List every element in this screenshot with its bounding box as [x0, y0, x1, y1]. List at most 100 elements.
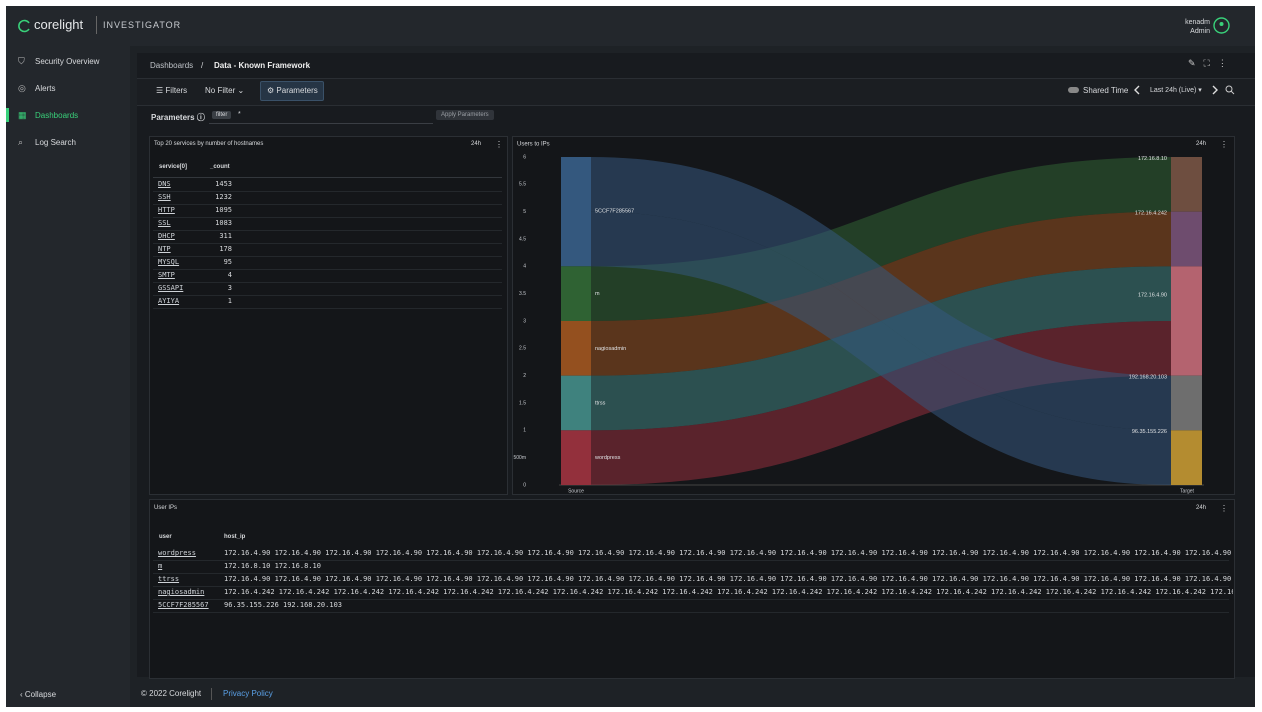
- nav-item[interactable]: Log Search: [35, 138, 76, 147]
- service-name[interactable]: SSL: [158, 219, 171, 227]
- zoom[interactable]: [1225, 85, 1235, 95]
- service-name[interactable]: SMTP: [158, 271, 175, 279]
- sankey-node: [561, 321, 591, 376]
- param-chip: filter: [212, 111, 232, 119]
- column-header: _count: [210, 164, 230, 170]
- app: corelight INVESTIGATOR kenadm Admin ‹ Col…: [6, 6, 1255, 707]
- services-menu[interactable]: ⋮: [495, 140, 503, 149]
- row-rule: [153, 191, 502, 192]
- ips-range: 24h: [1196, 505, 1207, 511]
- row-rule: [153, 308, 502, 309]
- sankey-node: [1171, 157, 1202, 212]
- ips-title: User IPs: [154, 505, 178, 511]
- row-rule: [153, 586, 1229, 587]
- y-tick-label: 3.5: [519, 291, 526, 297]
- user-info[interactable]: kenadm Admin: [1176, 18, 1210, 36]
- service-name[interactable]: GSSAPI: [158, 284, 184, 292]
- collapse-label: Collapse: [24, 690, 57, 699]
- source-label: wordpress: [594, 455, 621, 461]
- service-name[interactable]: SSH: [158, 193, 171, 201]
- next-time[interactable]: [1210, 84, 1220, 96]
- logo-icon: [18, 19, 30, 33]
- prev-time[interactable]: [1132, 84, 1142, 96]
- parameters-button-text: ⚙ Parameters: [267, 86, 318, 95]
- host-ips: 172.16.4.242 172.16.4.242 172.16.4.242 1…: [224, 588, 1233, 596]
- dashboard-actions[interactable]: ✎⛶⋮: [1188, 58, 1235, 68]
- services-title: Top 20 services by number of hostnames: [154, 141, 264, 147]
- avatar[interactable]: [1213, 17, 1230, 34]
- user-name[interactable]: m: [158, 562, 163, 570]
- service-name[interactable]: NTP: [158, 245, 171, 253]
- time-range[interactable]: Last 24h (Live) ▾: [1150, 87, 1202, 94]
- param-value: *: [238, 111, 241, 118]
- row-rule: [153, 295, 502, 296]
- params-input[interactable]: [209, 109, 433, 124]
- y-tick-label: 2.5: [519, 346, 526, 352]
- sankey-menu[interactable]: ⋮: [1220, 140, 1228, 149]
- service-name[interactable]: DNS: [158, 180, 171, 188]
- sankey-node: [1171, 266, 1202, 376]
- service-count: 1: [227, 297, 232, 305]
- copyright: © 2022 Corelight: [141, 689, 202, 698]
- sankey-node: [1171, 430, 1202, 485]
- brand: corelight: [34, 17, 84, 32]
- y-tick-label: 5: [523, 209, 526, 215]
- services-range: 24h: [471, 141, 482, 147]
- sidebar: [6, 46, 130, 707]
- parameters-button[interactable]: [260, 81, 324, 101]
- collapse[interactable]: ‹ Collapse: [20, 690, 57, 699]
- nav-item[interactable]: Dashboards: [35, 111, 79, 120]
- user-role: Admin: [1190, 28, 1210, 35]
- filter-select[interactable]: No Filter ⌄: [205, 86, 245, 95]
- user-name[interactable]: ttrss: [158, 575, 180, 583]
- shared-time-toggle[interactable]: [1068, 87, 1079, 93]
- service-name[interactable]: DHCP: [158, 232, 175, 240]
- nav-icon: ▦: [18, 110, 27, 120]
- ips-table: user host_ip wordpress 172.16.4.90 172.16.4…: [149, 499, 1233, 677]
- ips-menu[interactable]: ⋮: [1220, 504, 1228, 513]
- target-label: 172.16.4.242: [1135, 210, 1167, 216]
- sankey-node: [1171, 211, 1202, 267]
- sankey-range: 24h: [1196, 141, 1207, 147]
- y-tick-label: 4.5: [519, 236, 526, 242]
- top-bar: [6, 6, 1255, 46]
- ips-panel: [149, 499, 1235, 679]
- y-tick-label: 0: [523, 482, 526, 488]
- product: INVESTIGATOR: [103, 20, 182, 30]
- nav-item[interactable]: Alerts: [35, 84, 56, 93]
- row-rule: [153, 243, 502, 244]
- user-name[interactable]: nagiosadmin: [158, 588, 205, 596]
- service-name[interactable]: AYIYA: [158, 297, 180, 305]
- target-label: 172.16.4.90: [1138, 292, 1167, 298]
- sankey-node: [561, 430, 591, 485]
- source-label: nagiosadmin: [595, 346, 626, 352]
- sankey-node: [1171, 375, 1202, 431]
- row-rule: [153, 230, 502, 231]
- row-rule: [153, 204, 502, 205]
- nav-item[interactable]: Security Overview: [35, 57, 100, 66]
- sankey-link: [591, 157, 1171, 431]
- privacy-link[interactable]: Privacy Policy: [223, 689, 273, 698]
- column-header: host_ip: [224, 534, 246, 540]
- y-tick-label: 1.5: [519, 400, 526, 406]
- service-name[interactable]: HTTP: [158, 206, 175, 214]
- shared-time: Shared Time: [1083, 86, 1129, 95]
- apply-parameters[interactable]: Apply Parameters: [436, 110, 494, 120]
- nav-icon: ⛉: [18, 56, 25, 66]
- y-tick-label: 1: [523, 428, 526, 434]
- active-indicator: [6, 108, 9, 122]
- service-count: 178: [219, 245, 232, 253]
- host-ips: 172.16.4.90 172.16.4.90 172.16.4.90 172.…: [224, 575, 1233, 583]
- breadcrumb-parent[interactable]: Dashboards: [150, 61, 194, 70]
- source-label: ttrss: [595, 400, 606, 406]
- params-label: Parameters ⓘ: [151, 113, 205, 122]
- divider: [96, 16, 97, 34]
- service-name[interactable]: MYSQL: [158, 258, 180, 266]
- filters-button[interactable]: ☰ Filters: [156, 86, 188, 95]
- target-label: 96.35.155.226: [1132, 429, 1167, 435]
- y-tick-label: 5.5: [519, 182, 526, 188]
- user-name[interactable]: wordpress: [158, 549, 196, 557]
- user-name[interactable]: 5CCF7F285567: [158, 601, 209, 609]
- y-tick-label: 3: [523, 318, 526, 324]
- breadcrumb-current: Data - Known Framework: [214, 61, 311, 70]
